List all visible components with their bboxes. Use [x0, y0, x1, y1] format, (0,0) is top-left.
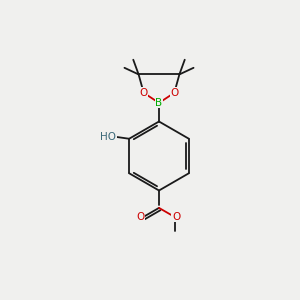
Text: O: O [136, 212, 145, 222]
Text: O: O [170, 88, 178, 98]
Text: HO: HO [100, 132, 116, 142]
Text: O: O [172, 212, 180, 222]
Text: B: B [155, 98, 163, 108]
Text: O: O [140, 88, 148, 98]
